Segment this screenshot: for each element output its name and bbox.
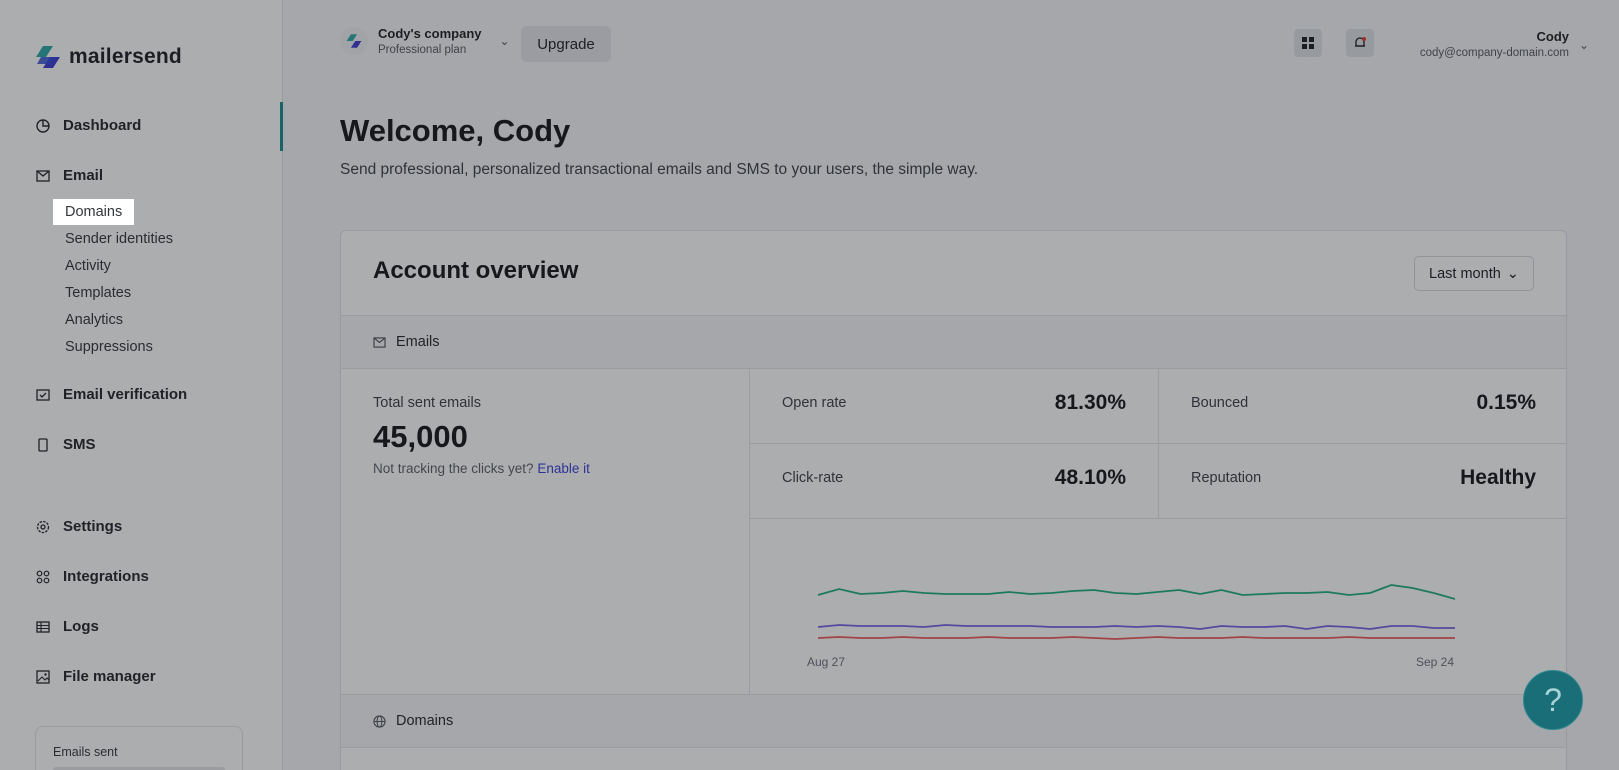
stat-label: Reputation [1191,470,1262,486]
stat-label: Bounced [1191,395,1249,411]
period-select[interactable]: Last month ⌄ [1414,256,1534,291]
tracking-note: Not tracking the clicks yet? Enable it [373,461,590,476]
sidebar-item-label: Email verification [63,386,188,403]
sidebar-item-label: SMS [63,436,96,453]
stat-value: Healthy [1460,466,1536,489]
page-subtitle: Send professional, personalized transact… [340,161,979,178]
usage-label: Emails sent [53,745,118,759]
user-name: Cody [1536,29,1570,44]
sidebar-item-email[interactable]: Email [35,167,103,184]
stat-label: Click-rate [782,470,844,486]
sidebar-subitem-templates[interactable]: Templates [65,285,132,301]
trend-chart-svg: Aug 27 Sep 24 [807,584,1456,669]
sidebar: mailersend Dashboard Email Domains Sende… [0,0,283,770]
chevron-down-icon: ⌄ [1506,265,1519,282]
chevron-down-icon: ⌄ [499,34,510,48]
sidebar-item-label: Logs [63,618,99,635]
company-name: Cody's company [378,26,482,41]
user-email: cody@company-domain.com [1419,47,1569,59]
domains-section-label: Domains [396,713,454,729]
image-icon [35,669,51,685]
sidebar-subitem-sender-identities[interactable]: Sender identities [65,231,174,247]
help-button[interactable]: ? [1523,670,1583,730]
enable-tracking-link[interactable]: Enable it [537,461,590,476]
company-logo-icon [340,27,368,55]
tracking-note-text: Not tracking the clicks yet? [373,461,534,476]
total-sent-value: 45,000 [373,419,468,454]
email-trend-chart: Aug 27 Sep 24 [750,519,1566,694]
total-sent-panel: Total sent emails 45,000 Not tracking th… [341,369,750,694]
usage-card: Emails sent [35,726,243,770]
sidebar-subitem-domains[interactable]: Domains [53,199,135,225]
sidebar-item-dashboard[interactable]: Dashboard [35,117,141,134]
period-label: Last month [1429,265,1501,282]
x-axis-end-label: Sep 24 [1416,655,1454,669]
company-switcher[interactable]: Cody's company Professional plan ⌄ [340,26,510,56]
sidebar-subitem-activity[interactable]: Activity [65,258,111,274]
sidebar-item-file-manager[interactable]: File manager [35,668,156,685]
account-overview-card: Account overview Last month ⌄ Emails Tot… [340,230,1567,770]
bell-icon [1355,37,1366,47]
notifications-button[interactable] [1346,29,1374,57]
x-axis-start-label: Aug 27 [807,655,845,669]
stat-bounced: Bounced 0.15% [1159,369,1566,444]
company-plan: Professional plan [378,44,467,56]
series-line-0 [817,584,1456,600]
brand-name: mailersend [69,45,182,68]
brand-logo[interactable]: mailersend [35,44,182,70]
sidebar-item-logs[interactable]: Logs [35,618,99,635]
sidebar-item-label: Dashboard [63,117,142,134]
stat-label: Open rate [782,395,847,411]
mail-icon [35,168,51,184]
stat-click-rate: Click-rate 48.10% [750,444,1159,519]
grid-icon [1302,37,1314,49]
sidebar-item-settings[interactable]: Settings [35,518,122,535]
stat-value: 48.10% [1054,466,1126,489]
sidebar-item-integrations[interactable]: Integrations [35,568,149,585]
stat-value: 0.15% [1476,391,1536,414]
sidebar-subitem-analytics[interactable]: Analytics [65,312,124,328]
upgrade-button[interactable]: Upgrade [521,26,611,62]
sidebar-item-email-verification[interactable]: Email verification [35,386,187,403]
email-verification-icon [35,387,51,403]
overview-title: Account overview [373,257,579,284]
integrations-icon [35,569,51,585]
sidebar-item-label: Integrations [63,568,149,585]
gear-icon [35,519,51,535]
emails-section-header: Emails [341,315,1566,369]
emails-section-label: Emails [396,334,440,350]
sidebar-item-label: Email [63,167,104,184]
table-icon [35,619,51,635]
sidebar-item-sms[interactable]: SMS [35,436,96,453]
sidebar-subitem-suppressions[interactable]: Suppressions [65,339,153,355]
domains-section-header: Domains [341,694,1566,748]
series-line-2 [817,636,1455,640]
stat-reputation: Reputation Healthy [1159,444,1566,519]
apps-grid-button[interactable] [1294,29,1322,57]
sidebar-item-label: Settings [63,518,123,535]
sidebar-item-label: File manager [63,668,156,685]
help-icon: ? [1544,681,1562,718]
stat-value: 81.30% [1054,391,1126,414]
phone-icon [35,437,51,453]
stat-open-rate: Open rate 81.30% [750,369,1159,444]
dashboard-icon [35,118,51,134]
page-title: Welcome, Cody [340,113,571,148]
user-menu[interactable]: Cody cody@company-domain.com [1420,29,1569,59]
usage-progress-bar [53,767,225,770]
chevron-down-icon[interactable]: ⌄ [1578,38,1589,52]
mailersend-logo-icon [36,46,60,68]
mail-icon [373,336,386,348]
total-sent-label: Total sent emails [373,395,481,411]
globe-icon [373,714,386,728]
active-nav-indicator [280,102,283,151]
series-line-1 [817,624,1455,630]
